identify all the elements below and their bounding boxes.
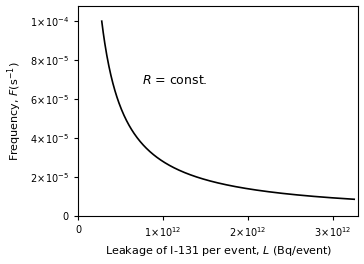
- Text: $\mathit{R}$ = const.: $\mathit{R}$ = const.: [142, 73, 207, 87]
- X-axis label: Leakage of I-131 per event, $\mathit{L}$ (Bq/event): Leakage of I-131 per event, $\mathit{L}$…: [104, 244, 332, 258]
- Y-axis label: Frequency, $F$(s$^{-1}$): Frequency, $F$(s$^{-1}$): [5, 61, 24, 161]
